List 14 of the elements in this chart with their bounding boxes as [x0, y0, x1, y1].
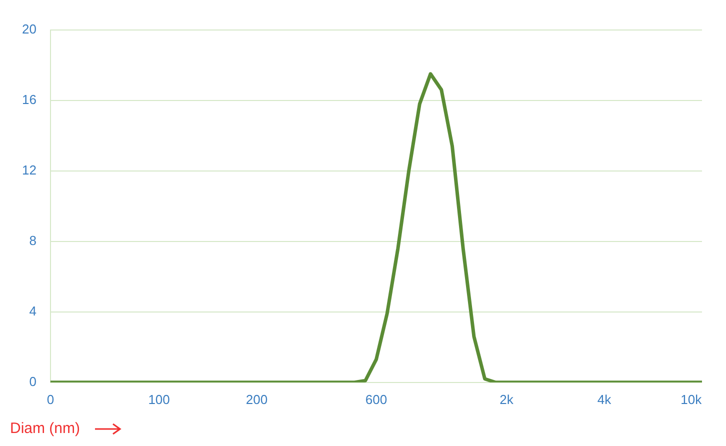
y-tick-label: 4: [29, 303, 36, 318]
x-tick-label: 100: [148, 392, 170, 407]
x-tick-label: 200: [246, 392, 268, 407]
x-tick-label: 10k: [680, 392, 702, 407]
x-tick-label: 4k: [597, 392, 612, 407]
x-axis-title: Diam (nm): [10, 420, 80, 437]
x-tick-label: 600: [365, 392, 388, 407]
y-tick-label: 0: [29, 374, 36, 389]
x-tick-label: 2k: [500, 392, 514, 407]
y-tick-label: 20: [22, 21, 36, 36]
y-tick-label: 12: [22, 162, 36, 178]
y-tick-label: 16: [22, 92, 36, 107]
y-tick-label: 8: [29, 232, 36, 248]
x-tick-label: 0: [46, 392, 54, 407]
